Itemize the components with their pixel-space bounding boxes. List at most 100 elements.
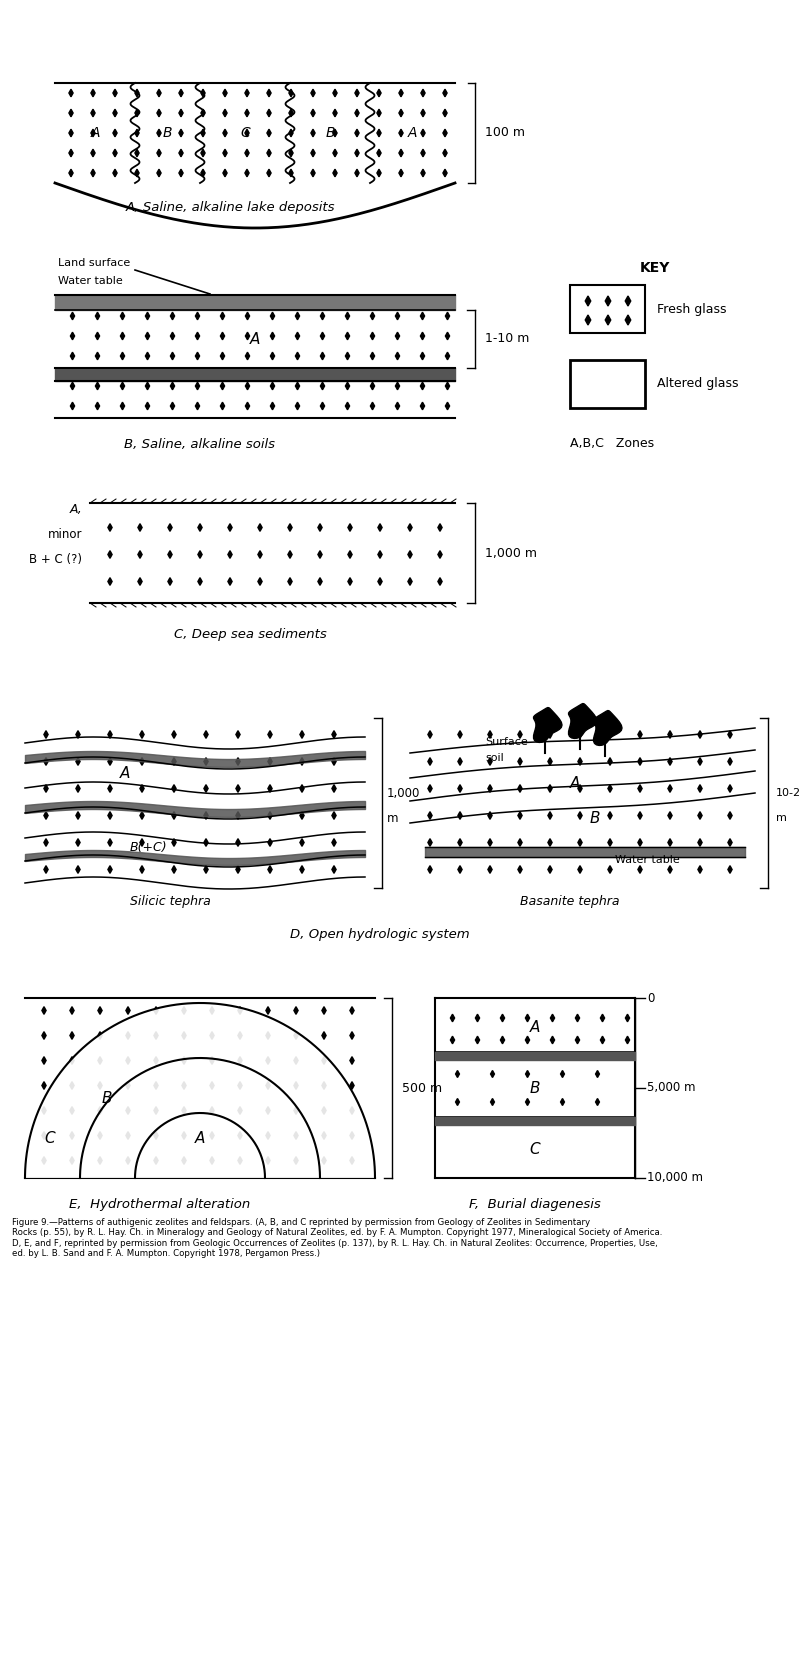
Polygon shape (518, 785, 522, 793)
Polygon shape (443, 149, 447, 157)
Polygon shape (245, 129, 249, 137)
Polygon shape (318, 524, 322, 532)
Polygon shape (428, 865, 432, 873)
Polygon shape (267, 169, 271, 177)
Polygon shape (322, 1131, 326, 1139)
Polygon shape (333, 89, 337, 97)
Polygon shape (135, 1113, 265, 1178)
Polygon shape (268, 838, 272, 847)
Polygon shape (300, 731, 304, 738)
Polygon shape (198, 577, 202, 586)
Polygon shape (318, 550, 322, 559)
Polygon shape (395, 353, 399, 360)
Polygon shape (179, 129, 183, 137)
Polygon shape (728, 758, 732, 765)
Polygon shape (267, 109, 271, 117)
Polygon shape (698, 811, 702, 820)
Polygon shape (91, 149, 95, 157)
Polygon shape (95, 381, 99, 390)
Polygon shape (157, 149, 161, 157)
Polygon shape (108, 811, 112, 820)
Polygon shape (321, 381, 325, 390)
Polygon shape (488, 758, 492, 765)
Polygon shape (321, 313, 325, 320)
Polygon shape (348, 577, 352, 586)
Polygon shape (223, 169, 227, 177)
Polygon shape (311, 149, 315, 157)
Polygon shape (377, 129, 381, 137)
Polygon shape (44, 758, 48, 765)
Polygon shape (458, 731, 462, 738)
Polygon shape (135, 149, 139, 157)
Polygon shape (113, 149, 117, 157)
Polygon shape (70, 402, 74, 410)
Polygon shape (350, 1082, 354, 1089)
Polygon shape (446, 381, 450, 390)
Polygon shape (70, 313, 74, 320)
Polygon shape (238, 1032, 242, 1039)
Polygon shape (69, 89, 73, 97)
Polygon shape (332, 731, 336, 738)
Polygon shape (42, 1108, 46, 1114)
Polygon shape (601, 1014, 605, 1022)
Text: KEY: KEY (640, 261, 670, 274)
Polygon shape (91, 129, 95, 137)
Polygon shape (267, 129, 271, 137)
Polygon shape (246, 381, 250, 390)
Polygon shape (195, 313, 199, 320)
Polygon shape (76, 865, 80, 873)
Text: 100 m: 100 m (485, 127, 525, 139)
Polygon shape (488, 731, 492, 738)
Polygon shape (228, 550, 232, 559)
Polygon shape (108, 577, 112, 586)
Polygon shape (98, 1156, 102, 1164)
Polygon shape (95, 313, 99, 320)
Polygon shape (408, 550, 412, 559)
Polygon shape (370, 402, 374, 410)
Polygon shape (168, 577, 172, 586)
Polygon shape (113, 109, 117, 117)
Text: Fresh glass: Fresh glass (657, 303, 726, 316)
Polygon shape (626, 315, 630, 325)
Text: Water table: Water table (615, 855, 680, 865)
Text: 500 m: 500 m (402, 1081, 442, 1094)
Polygon shape (311, 109, 315, 117)
Polygon shape (195, 333, 199, 340)
Polygon shape (258, 577, 262, 586)
Polygon shape (95, 333, 99, 340)
Polygon shape (569, 704, 597, 738)
Polygon shape (236, 865, 240, 873)
Polygon shape (311, 129, 315, 137)
Polygon shape (608, 865, 612, 873)
Polygon shape (268, 785, 272, 793)
Polygon shape (258, 550, 262, 559)
Text: E,  Hydrothermal alteration: E, Hydrothermal alteration (70, 1198, 250, 1211)
Polygon shape (182, 1131, 186, 1139)
Polygon shape (638, 865, 642, 873)
Polygon shape (295, 333, 299, 340)
Polygon shape (108, 524, 112, 532)
Polygon shape (578, 811, 582, 820)
Polygon shape (44, 811, 48, 820)
Polygon shape (138, 524, 142, 532)
Polygon shape (608, 838, 612, 847)
Polygon shape (586, 296, 590, 306)
Polygon shape (488, 785, 492, 793)
Polygon shape (238, 1108, 242, 1114)
Polygon shape (438, 577, 442, 586)
Polygon shape (113, 129, 117, 137)
Text: minor: minor (47, 529, 82, 540)
Text: F,  Burial diagenesis: F, Burial diagenesis (469, 1198, 601, 1211)
Polygon shape (526, 1036, 530, 1044)
Polygon shape (198, 524, 202, 532)
Polygon shape (201, 129, 205, 137)
Text: Figure 9.—Patterns of authigenic zeolites and feldspars. (A, B, and C reprinted : Figure 9.—Patterns of authigenic zeolite… (12, 1218, 662, 1258)
Polygon shape (98, 1131, 102, 1139)
Polygon shape (443, 129, 447, 137)
Polygon shape (268, 811, 272, 820)
Polygon shape (289, 89, 293, 97)
Polygon shape (238, 1082, 242, 1089)
Polygon shape (157, 89, 161, 97)
Polygon shape (25, 1004, 375, 1178)
Polygon shape (668, 838, 672, 847)
